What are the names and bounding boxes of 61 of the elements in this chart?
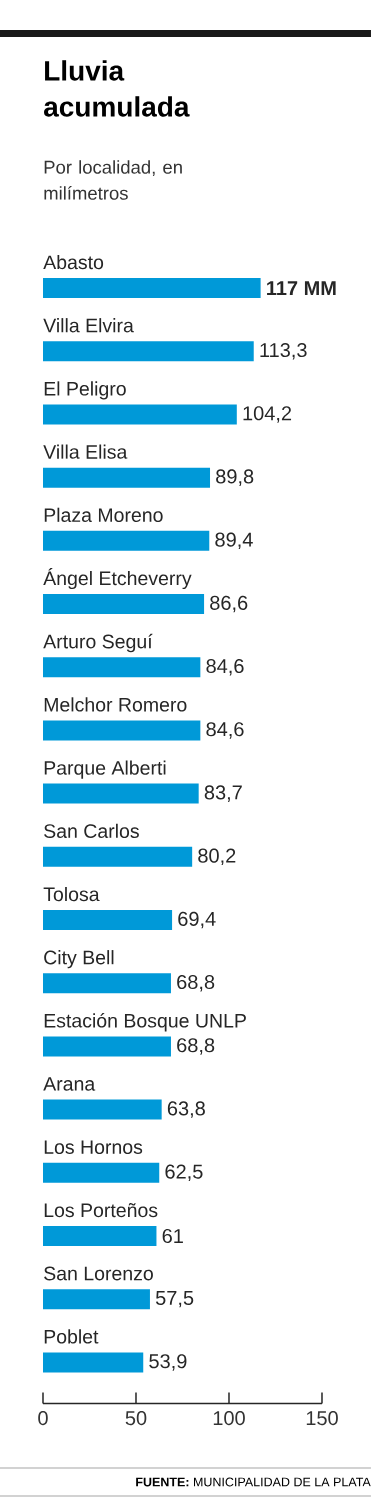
- x-tick-label: 100: [213, 1411, 245, 1426]
- chart-title: Lluvia acumulada: [44, 60, 190, 117]
- text: FUENTE: MUNICIPALIDAD DE LA PLATA: [136, 1477, 371, 1487]
- data-label: 104,2: [243, 406, 292, 423]
- y-tick-label: Villa Elisa: [43, 444, 128, 459]
- data-label: 113,3: [260, 342, 307, 360]
- bar: [43, 1162, 160, 1183]
- bar: [43, 467, 211, 488]
- y-tick-label: Parque Alberti: [44, 760, 166, 779]
- y-tick-label: Abasto: [43, 254, 104, 270]
- bar: [43, 1226, 157, 1246]
- y-tick-label: Tolosa: [43, 886, 100, 902]
- bar: [43, 341, 254, 362]
- data-label: 62,5: [165, 1164, 203, 1182]
- data-label: 68,8: [177, 1038, 215, 1055]
- x-tick-label: 50: [125, 1411, 147, 1426]
- y-tick-label: San Lorenzo: [44, 1266, 153, 1281]
- y-tick-label: Los Hornos: [44, 1140, 143, 1154]
- data-label: 117 MM: [267, 281, 336, 295]
- bar: [43, 720, 201, 741]
- bar: [43, 973, 171, 994]
- y-tick-label: Melchor Romero: [44, 697, 187, 712]
- data-label: 89,4: [215, 532, 253, 550]
- x-tick-label: 150: [306, 1411, 338, 1426]
- data-label: 84,6: [206, 722, 244, 739]
- data-label: 63,8: [167, 1101, 205, 1118]
- y-tick-label: Los Porteños: [44, 1203, 158, 1218]
- x-tick-label: 0: [38, 1411, 48, 1426]
- data-label: 69,4: [178, 911, 216, 929]
- y-tick-label: El Peligro: [44, 381, 126, 400]
- data-label: 61: [162, 1228, 183, 1244]
- bar: [43, 278, 261, 299]
- bar: [43, 1036, 171, 1057]
- y-tick-label: Ángel Etcheverry: [43, 568, 192, 590]
- bar: [43, 1099, 162, 1120]
- bar: [43, 783, 199, 804]
- y-tick-label: Villa Elvira: [43, 318, 134, 333]
- y-tick-label: Arana: [43, 1077, 96, 1091]
- bar: [43, 846, 193, 867]
- data-label: 68,8: [177, 974, 215, 992]
- bar: [43, 1352, 144, 1373]
- y-tick-label: Estación Bosque UNLP: [44, 1013, 246, 1032]
- data-label: 84,6: [206, 658, 244, 676]
- data-label: 83,7: [204, 785, 242, 802]
- data-label: 89,8: [216, 469, 254, 486]
- bar: [43, 657, 201, 678]
- data-label: 57,5: [155, 1291, 194, 1308]
- y-tick-label: Poblet: [44, 1329, 99, 1344]
- bar: [43, 404, 237, 425]
- y-tick-label: City Bell: [44, 950, 114, 969]
- data-label: 80,2: [198, 848, 236, 866]
- y-tick-label: Arturo Seguí: [43, 633, 153, 653]
- bar: [43, 910, 173, 931]
- data-label: 86,6: [210, 595, 248, 613]
- bar: [43, 1289, 150, 1310]
- data-label: 53,9: [149, 1354, 187, 1371]
- bar: [43, 594, 205, 615]
- y-tick-label: Plaza Moreno: [44, 507, 163, 523]
- y-tick-label: San Carlos: [44, 823, 139, 838]
- bar: [43, 530, 210, 551]
- chart-subtitle: Por localidad, en milímetros: [44, 160, 182, 200]
